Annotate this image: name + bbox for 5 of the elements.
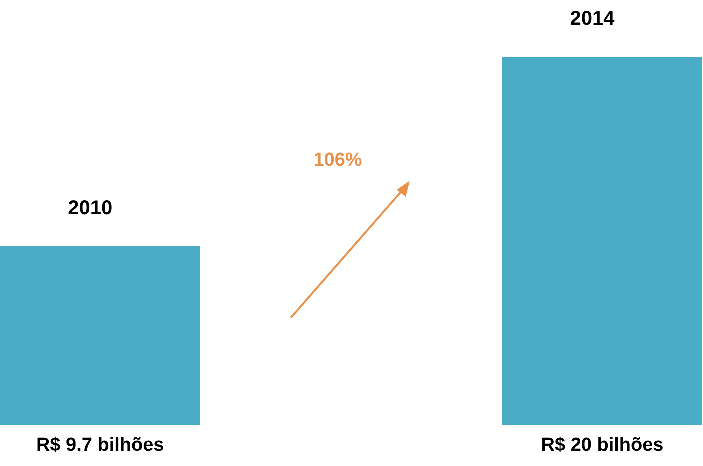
annotation: 106%: [314, 150, 362, 171]
x-tick-label: 2014: [570, 8, 616, 30]
data-label: R$ 9.7 bilhões: [36, 435, 164, 456]
data-label: R$ 20 bilhões: [541, 435, 664, 456]
x-tick-label: 2010: [68, 198, 113, 220]
